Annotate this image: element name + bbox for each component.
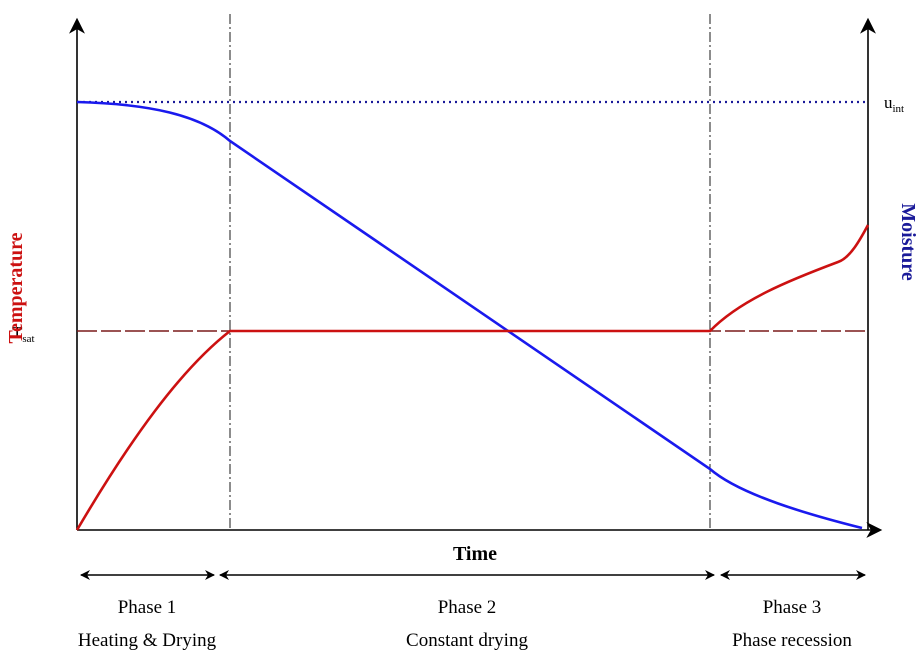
x-axis-label: Time [453,543,497,565]
t-sat-label: Tsat [12,323,35,345]
u-int-label: uint [884,93,904,115]
phase-2-description: Constant drying [406,630,528,651]
phase-1-name: Phase 1 [118,597,177,618]
temperature-curve [75,224,870,531]
phase-1-description: Heating & Drying [78,630,217,651]
moisture-curve [76,100,863,530]
y-right-axis-label: Moisture [897,203,919,281]
phase-3-description: Phase recession [732,630,852,651]
phase-3-name: Phase 3 [763,597,822,618]
y-left-axis-label: Temperature [5,232,27,343]
phase-2-name: Phase 2 [438,597,497,618]
